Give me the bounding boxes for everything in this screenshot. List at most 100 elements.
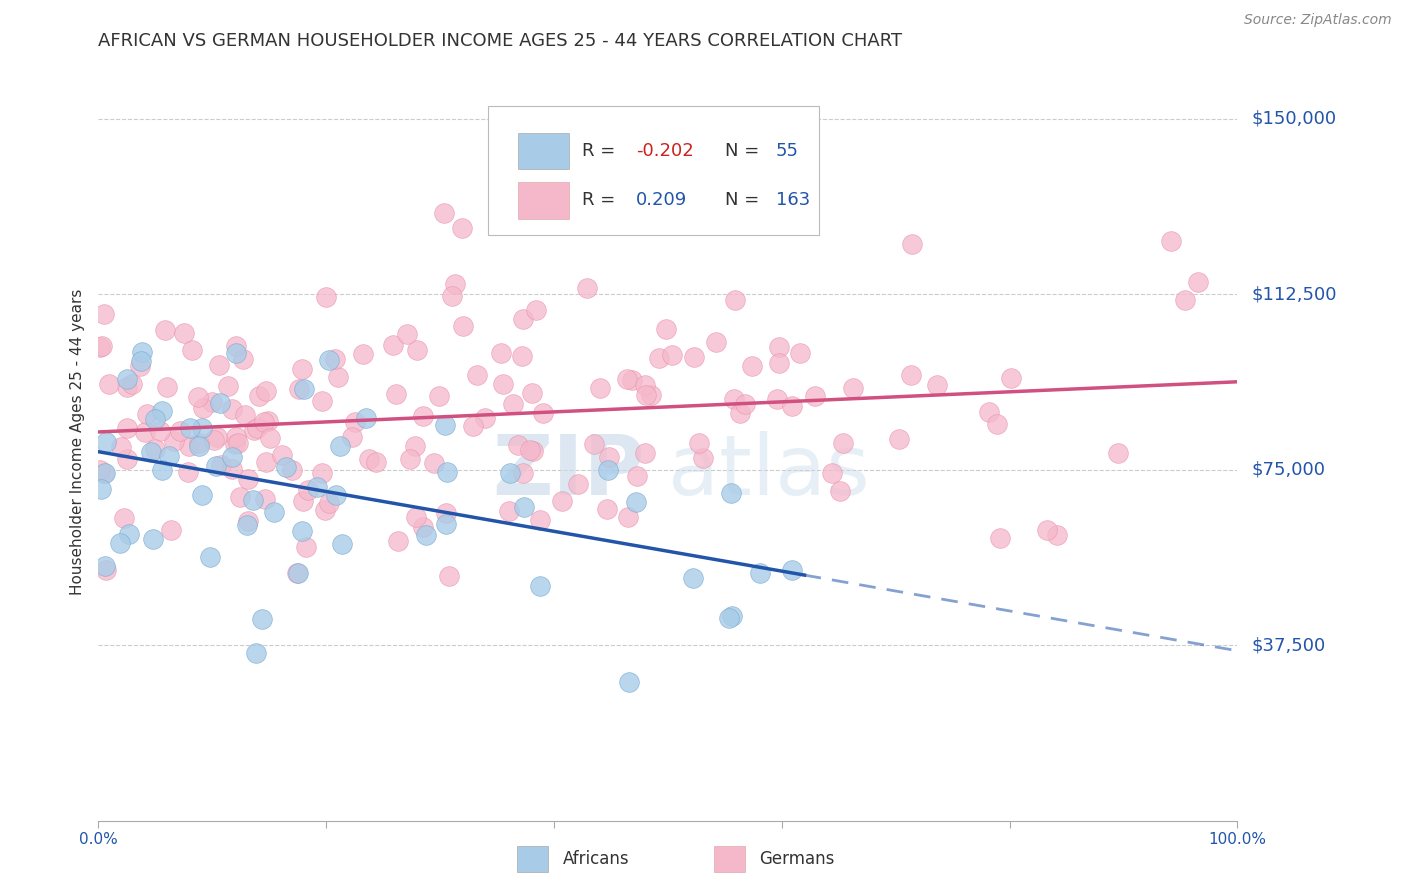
Point: [766, 392, 789, 407]
Text: AFRICAN VS GERMAN HOUSEHOLDER INCOME AGES 25 - 44 YEARS CORRELATION CHART: AFRICAN VS GERMAN HOUSEHOLDER INCOME AGE…: [98, 32, 903, 50]
Point: [575, 281, 598, 295]
Point: [489, 346, 512, 360]
Point: [724, 293, 747, 308]
Point: [531, 405, 554, 419]
Point: [434, 506, 457, 520]
Point: [328, 370, 350, 384]
Point: [250, 612, 273, 626]
Point: [134, 425, 156, 440]
Point: [780, 399, 803, 413]
Point: [254, 384, 277, 399]
Point: [188, 436, 211, 450]
Point: [229, 491, 252, 505]
Point: [634, 377, 657, 392]
Point: [135, 407, 157, 421]
Point: [191, 488, 214, 502]
Point: [768, 340, 790, 354]
Point: [207, 429, 229, 443]
Point: [832, 436, 855, 450]
Text: R =: R =: [582, 142, 621, 161]
Point: [221, 462, 243, 476]
Point: [129, 353, 152, 368]
Point: [208, 359, 231, 373]
Point: [150, 463, 173, 477]
Point: [242, 423, 264, 437]
Point: [344, 415, 367, 429]
Point: [768, 355, 790, 369]
Point: [492, 376, 515, 391]
Point: [236, 518, 259, 533]
Text: Source: ZipAtlas.com: Source: ZipAtlas.com: [1244, 13, 1392, 28]
Point: [94, 563, 117, 577]
Text: $37,500: $37,500: [1251, 636, 1326, 654]
Point: [311, 393, 333, 408]
Point: [617, 675, 640, 690]
Point: [257, 415, 280, 429]
Point: [330, 537, 353, 551]
Point: [285, 566, 308, 580]
Text: $112,500: $112,500: [1251, 285, 1337, 303]
Point: [354, 410, 377, 425]
Point: [381, 338, 404, 352]
Point: [661, 348, 683, 362]
Point: [626, 494, 648, 508]
Point: [616, 510, 638, 524]
Point: [508, 437, 530, 451]
Text: Germans: Germans: [759, 850, 835, 868]
Point: [404, 439, 426, 453]
Point: [423, 456, 446, 470]
Point: [110, 440, 132, 454]
Point: [181, 343, 204, 358]
Point: [427, 389, 450, 403]
Point: [502, 397, 524, 411]
Text: N =: N =: [725, 142, 765, 161]
Point: [193, 401, 215, 416]
Y-axis label: Householder Income Ages 25 - 44 years: Householder Income Ages 25 - 44 years: [70, 288, 86, 595]
Point: [1174, 293, 1197, 308]
Point: [236, 514, 259, 528]
Point: [160, 524, 183, 538]
Point: [202, 433, 225, 447]
Point: [91, 339, 114, 353]
Point: [342, 430, 364, 444]
Point: [187, 439, 209, 453]
Point: [467, 368, 489, 383]
Point: [93, 307, 115, 321]
Point: [115, 452, 138, 467]
Point: [640, 388, 662, 402]
Point: [89, 462, 111, 476]
Point: [901, 237, 924, 252]
Point: [1107, 446, 1129, 460]
Point: [90, 483, 112, 497]
Point: [474, 410, 496, 425]
Point: [519, 442, 541, 457]
Point: [287, 566, 309, 580]
Point: [307, 480, 329, 494]
Text: N =: N =: [725, 192, 765, 210]
Point: [291, 493, 314, 508]
Point: [682, 571, 704, 585]
Point: [706, 334, 728, 349]
Point: [149, 425, 172, 439]
Point: [648, 351, 671, 365]
Point: [582, 437, 605, 451]
Point: [598, 450, 620, 464]
Point: [292, 382, 315, 396]
Point: [232, 352, 254, 367]
Point: [436, 465, 458, 479]
Point: [433, 206, 456, 220]
Point: [461, 419, 484, 434]
Point: [291, 362, 314, 376]
Point: [498, 466, 520, 480]
Point: [117, 380, 139, 394]
Point: [512, 466, 534, 480]
Point: [616, 372, 638, 386]
Point: [225, 430, 247, 444]
Point: [412, 409, 434, 424]
Point: [226, 436, 249, 450]
Point: [169, 424, 191, 438]
Text: -0.202: -0.202: [636, 142, 693, 161]
Point: [225, 338, 247, 352]
Point: [115, 421, 138, 435]
Point: [529, 513, 551, 527]
